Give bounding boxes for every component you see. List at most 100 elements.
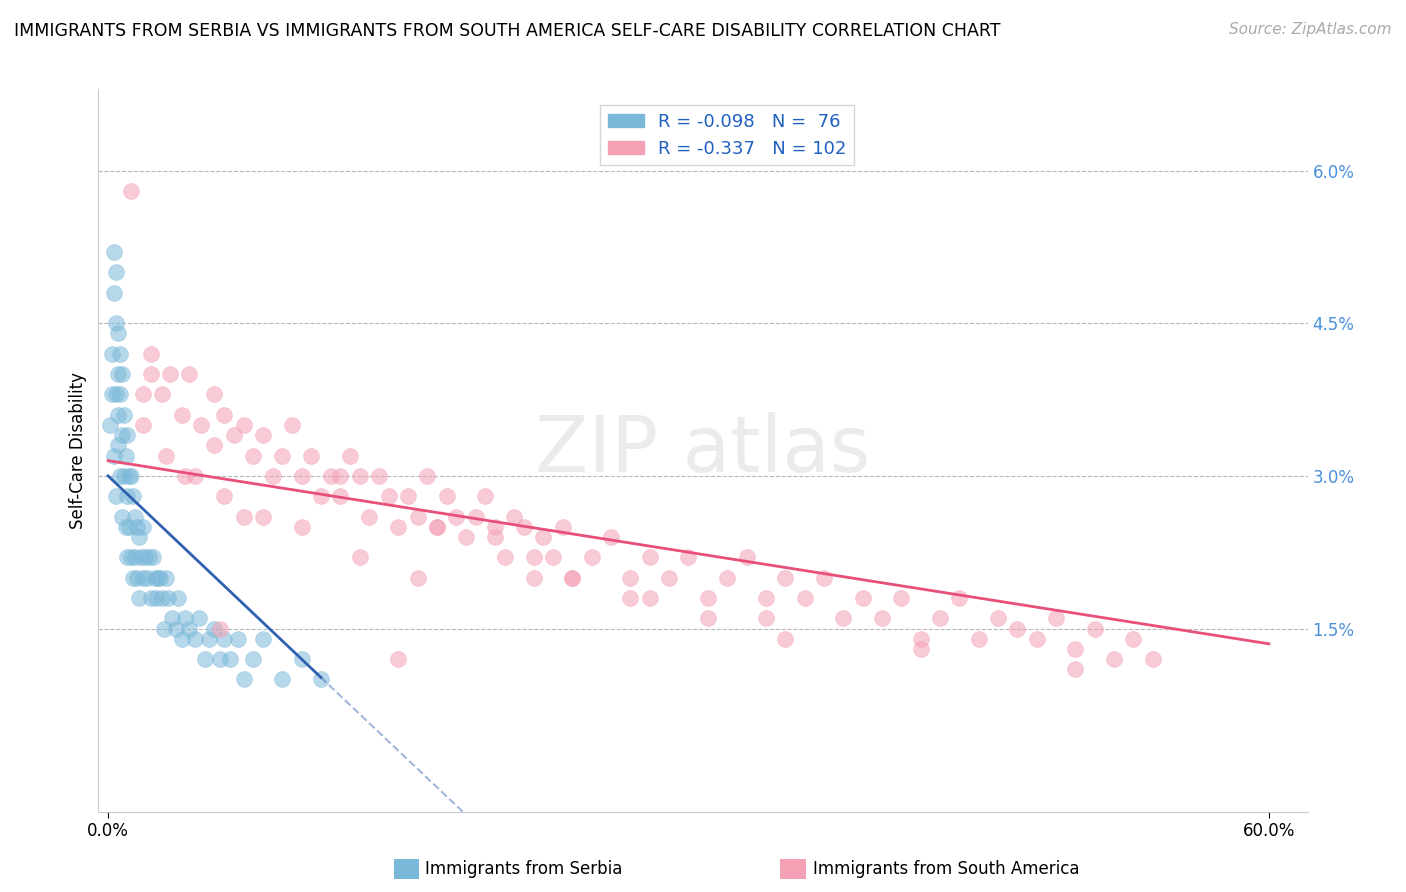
Point <box>813 571 835 585</box>
Point <box>1084 622 1107 636</box>
Point <box>107 367 129 381</box>
Point <box>271 449 294 463</box>
Point <box>446 509 468 524</box>
Point <box>619 591 641 605</box>
Point <box>387 652 409 666</box>
Point <box>464 509 486 524</box>
Point <box>832 611 855 625</box>
Point <box>454 530 477 544</box>
Point <box>117 489 139 503</box>
Point <box>212 632 235 646</box>
Point <box>309 489 332 503</box>
Point <box>150 387 173 401</box>
Point <box>987 611 1010 625</box>
Point <box>174 469 197 483</box>
Point <box>232 509 254 524</box>
Point <box>120 469 142 483</box>
Point <box>138 550 160 565</box>
Point <box>209 652 232 666</box>
Point <box>143 571 166 585</box>
Point <box>319 469 342 483</box>
Point <box>114 520 136 534</box>
Point <box>910 641 932 656</box>
Point <box>103 449 125 463</box>
Point <box>117 550 139 565</box>
Point <box>226 632 249 646</box>
Legend: R = -0.098   N =  76, R = -0.337   N = 102: R = -0.098 N = 76, R = -0.337 N = 102 <box>600 105 853 165</box>
Point <box>232 673 254 687</box>
Point <box>103 285 125 300</box>
Point <box>638 591 661 605</box>
Point <box>128 591 150 605</box>
Point <box>416 469 439 483</box>
Point <box>212 489 235 503</box>
Point <box>910 632 932 646</box>
Point <box>359 509 381 524</box>
Text: Immigrants from Serbia: Immigrants from Serbia <box>425 860 621 878</box>
Point <box>561 571 583 585</box>
Point <box>129 550 152 565</box>
Point <box>252 509 274 524</box>
Point <box>638 550 661 565</box>
Text: ZIP atlas: ZIP atlas <box>536 412 870 489</box>
Point <box>111 428 134 442</box>
Point <box>581 550 603 565</box>
Point <box>101 347 124 361</box>
Point <box>155 449 177 463</box>
Point <box>124 550 146 565</box>
Point <box>271 673 294 687</box>
Point <box>166 591 188 605</box>
Point <box>150 591 173 605</box>
Text: Source: ZipAtlas.com: Source: ZipAtlas.com <box>1229 22 1392 37</box>
Point <box>523 550 546 565</box>
Point <box>194 652 217 666</box>
Point <box>484 530 506 544</box>
Point <box>120 184 142 198</box>
Point <box>197 632 219 646</box>
Point <box>252 632 274 646</box>
Point <box>122 571 145 585</box>
Point <box>503 509 526 524</box>
Point <box>112 469 135 483</box>
Point <box>329 469 352 483</box>
Point <box>513 520 536 534</box>
Point <box>262 469 284 483</box>
Point <box>104 265 127 279</box>
Point <box>98 417 121 432</box>
Point <box>148 571 170 585</box>
Point <box>523 571 546 585</box>
Point <box>1122 632 1144 646</box>
Point <box>735 550 758 565</box>
Point <box>1064 662 1087 676</box>
Point <box>174 611 197 625</box>
Point <box>128 530 150 544</box>
Point <box>142 550 165 565</box>
Point <box>852 591 875 605</box>
Point <box>139 347 162 361</box>
Point <box>204 622 226 636</box>
Point <box>108 469 131 483</box>
Point <box>118 469 141 483</box>
Point <box>104 316 127 330</box>
Point <box>890 591 912 605</box>
Point <box>967 632 990 646</box>
Point <box>108 347 131 361</box>
Point <box>145 591 167 605</box>
Point <box>290 652 312 666</box>
Point <box>139 367 162 381</box>
Point <box>1045 611 1067 625</box>
Point <box>132 387 155 401</box>
Point <box>232 417 254 432</box>
Point <box>127 520 149 534</box>
Point <box>209 622 232 636</box>
Point <box>426 520 449 534</box>
Point <box>474 489 496 503</box>
Point <box>112 408 135 422</box>
Point <box>696 591 718 605</box>
Point <box>117 428 139 442</box>
Point <box>387 520 409 534</box>
Point <box>160 611 183 625</box>
Point <box>406 571 429 585</box>
Point <box>107 438 129 452</box>
Point <box>773 571 796 585</box>
